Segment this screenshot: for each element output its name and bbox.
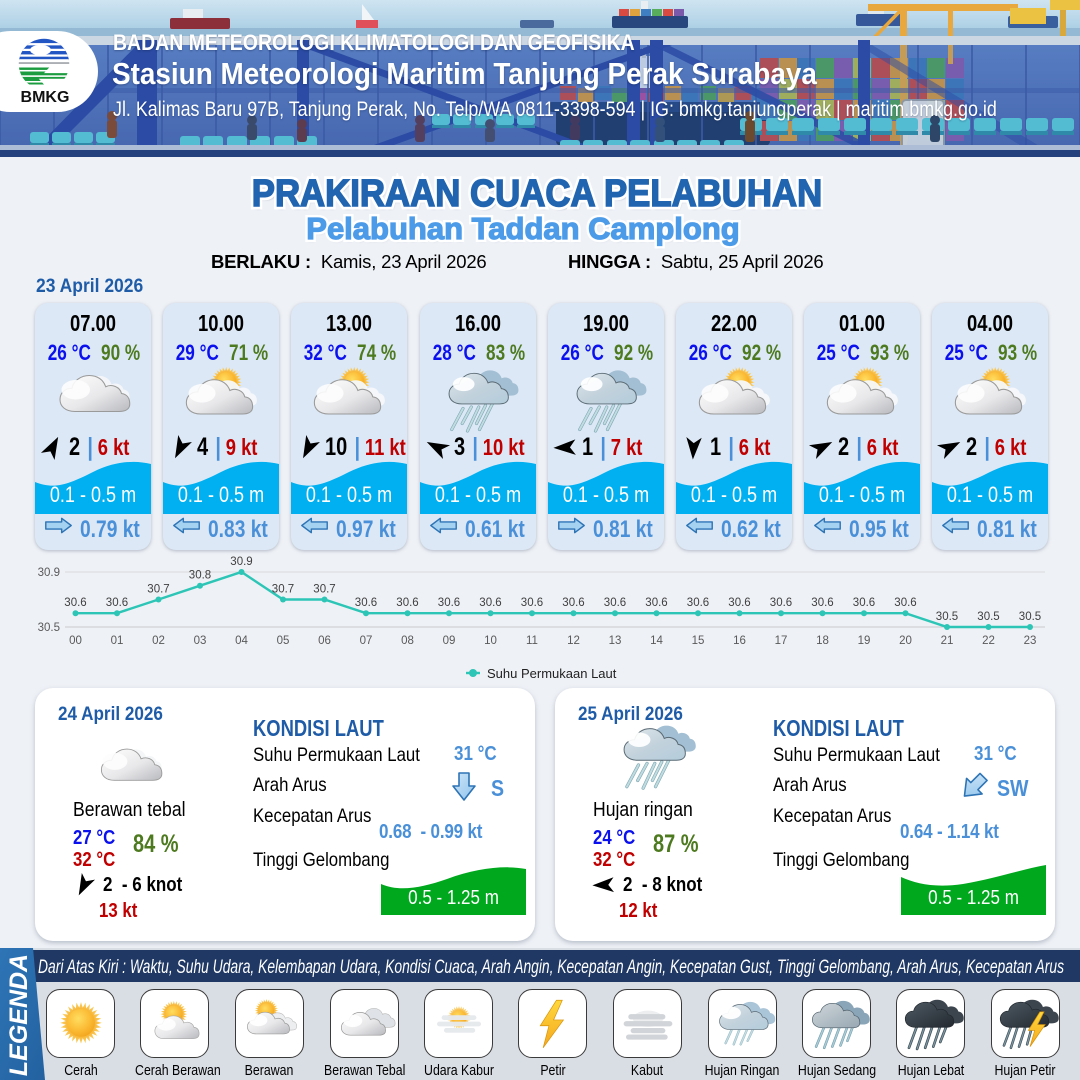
svg-text:30.6: 30.6	[355, 597, 377, 609]
svg-text:30.6: 30.6	[645, 597, 667, 609]
svg-text:02: 02	[152, 635, 165, 647]
svg-text:30.6: 30.6	[106, 597, 128, 609]
svg-text:30.9: 30.9	[38, 567, 60, 579]
svg-text:30.6: 30.6	[770, 597, 792, 609]
svg-text:22: 22	[982, 635, 995, 647]
svg-text:06: 06	[318, 635, 331, 647]
svg-text:07: 07	[360, 635, 373, 647]
svg-text:30.5: 30.5	[977, 611, 999, 623]
svg-text:30.5: 30.5	[38, 622, 60, 634]
svg-text:30.5: 30.5	[1019, 611, 1041, 623]
svg-text:30.6: 30.6	[811, 597, 833, 609]
svg-text:05: 05	[277, 635, 290, 647]
svg-text:30.7: 30.7	[313, 584, 335, 596]
svg-text:30.6: 30.6	[728, 597, 750, 609]
svg-text:11: 11	[526, 635, 538, 647]
svg-text:30.6: 30.6	[396, 597, 418, 609]
svg-text:30.6: 30.6	[438, 597, 460, 609]
svg-text:30.6: 30.6	[562, 597, 584, 609]
svg-text:23: 23	[1024, 635, 1037, 647]
svg-text:30.6: 30.6	[894, 597, 916, 609]
svg-text:30.5: 30.5	[936, 611, 958, 623]
svg-text:08: 08	[401, 635, 414, 647]
svg-text:21: 21	[941, 635, 954, 647]
svg-text:30.9: 30.9	[230, 556, 252, 568]
svg-text:04: 04	[235, 635, 248, 647]
svg-text:30.6: 30.6	[64, 597, 86, 609]
svg-text:19: 19	[858, 635, 871, 647]
svg-text:30.7: 30.7	[147, 584, 169, 596]
svg-text:30.6: 30.6	[687, 597, 709, 609]
svg-text:Suhu Permukaan Laut: Suhu Permukaan Laut	[487, 666, 617, 680]
svg-text:12: 12	[567, 635, 580, 647]
svg-text:16: 16	[733, 635, 746, 647]
svg-text:01: 01	[111, 635, 124, 647]
svg-text:30.6: 30.6	[604, 597, 626, 609]
svg-text:13: 13	[609, 635, 622, 647]
svg-text:00: 00	[69, 635, 82, 647]
svg-text:10: 10	[484, 635, 497, 647]
svg-text:30.6: 30.6	[479, 597, 501, 609]
svg-text:14: 14	[650, 635, 663, 647]
svg-text:03: 03	[194, 635, 207, 647]
svg-text:30.8: 30.8	[189, 570, 211, 582]
svg-text:30.7: 30.7	[272, 584, 294, 596]
svg-text:17: 17	[775, 635, 788, 647]
svg-text:20: 20	[899, 635, 912, 647]
svg-text:Dari Atas Kiri : Waktu, Suhu U: Dari Atas Kiri : Waktu, Suhu Udara, Kele…	[38, 957, 1064, 978]
svg-text:30.6: 30.6	[853, 597, 875, 609]
svg-text:09: 09	[443, 635, 456, 647]
svg-text:15: 15	[692, 635, 705, 647]
svg-text:18: 18	[816, 635, 829, 647]
svg-text:30.6: 30.6	[521, 597, 543, 609]
